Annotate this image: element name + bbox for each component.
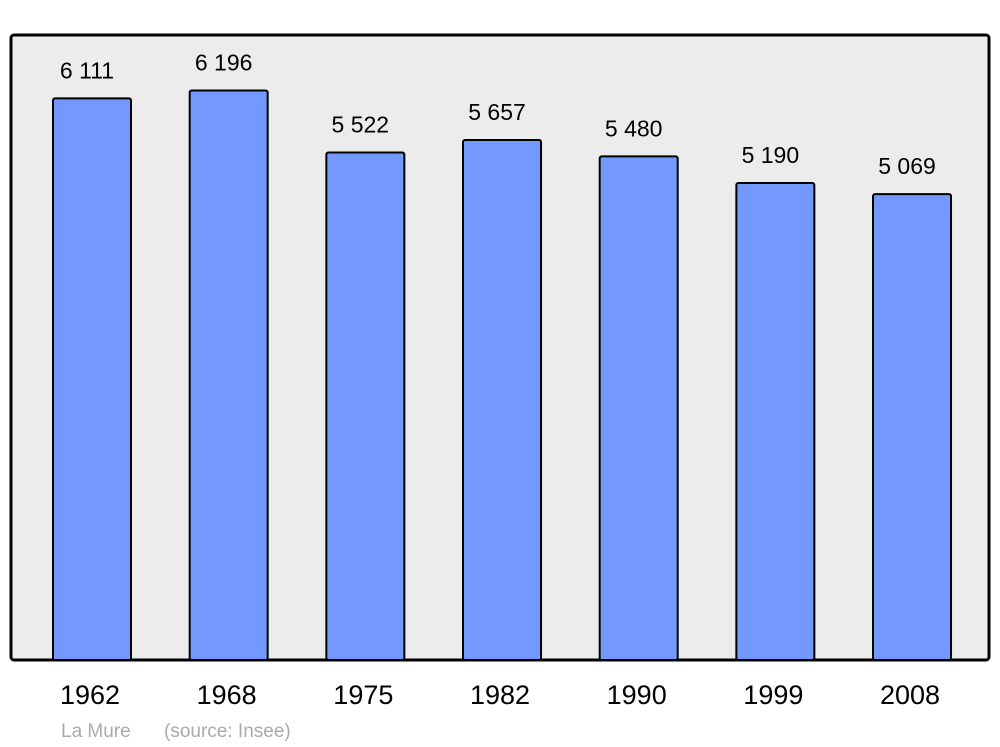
value-label: 6 196	[195, 50, 253, 76]
bar	[598, 155, 679, 662]
value-label: 5 657	[468, 99, 526, 125]
bar	[872, 193, 953, 661]
x-tick-label: 1982	[470, 680, 530, 710]
x-tick-label: 1975	[333, 680, 393, 710]
x-tick-label: 1962	[60, 680, 120, 710]
x-tick-label: 1968	[197, 680, 257, 710]
x-tick-label: 2008	[880, 680, 940, 710]
value-label: 5 069	[878, 153, 936, 179]
x-tick-label: 1999	[743, 680, 803, 710]
bar	[462, 139, 543, 661]
place-name: La Mure	[61, 721, 131, 742]
value-label: 5 522	[332, 111, 390, 137]
bar	[325, 151, 406, 662]
bar	[188, 89, 269, 661]
x-tick-label: 1990	[607, 680, 667, 710]
value-label: 5 480	[605, 115, 663, 141]
bar	[735, 181, 816, 661]
value-label: 6 111	[60, 57, 114, 83]
value-label: 5 190	[742, 142, 800, 168]
source-note: (source: Insee)	[164, 721, 291, 742]
bar	[52, 97, 132, 661]
bars: 6 111 1962 6 196 1968 5 522 1975 5 657 1982 5 48…	[52, 50, 953, 710]
